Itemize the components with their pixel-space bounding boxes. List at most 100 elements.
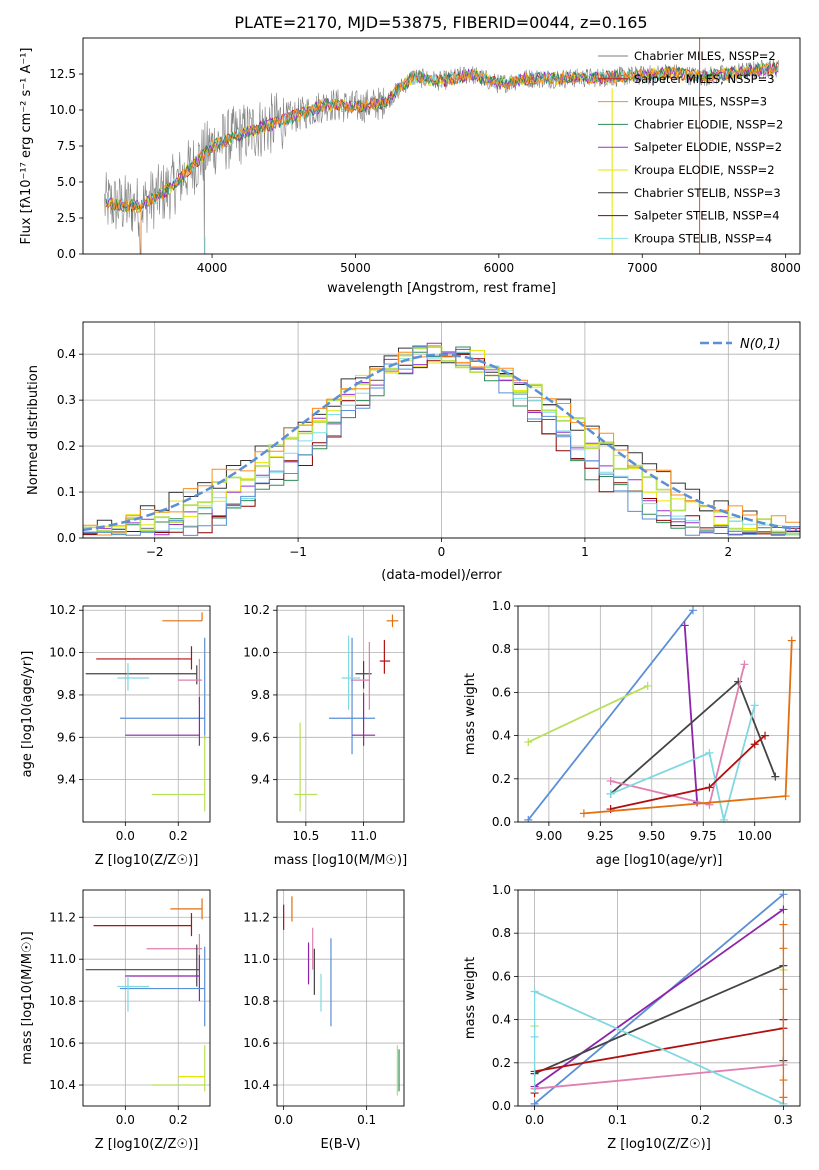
- x-tick-label: 0.0: [116, 829, 135, 843]
- y-tick-label: 0.0: [492, 815, 511, 829]
- errorbars-age_vs_mass: [294, 614, 399, 812]
- weight-line: [534, 1027, 784, 1073]
- weight-marker: [524, 738, 533, 747]
- weight-line: [610, 734, 766, 810]
- x-tick-label: 0.0: [274, 1113, 293, 1127]
- x-tick-label: 0.2: [169, 829, 188, 843]
- x-tick-label: 8000: [770, 261, 801, 275]
- x-tick-label: 9.00: [536, 829, 563, 843]
- x-tick-label: 0.1: [357, 1113, 376, 1127]
- y-tick-label: 0.4: [492, 729, 511, 743]
- legend-entry: Salpeter STELIB, NSSP=4: [634, 209, 780, 223]
- model-spectrum-line: [105, 62, 778, 213]
- legend-entry: Kroupa MILES, NSSP=3: [634, 95, 767, 109]
- x-tick-label: 9.25: [587, 829, 614, 843]
- y-tick-label: 1.0: [492, 599, 511, 613]
- x-tick-label: 0.2: [691, 1113, 710, 1127]
- legend-entry: Chabrier MILES, NSSP=2: [634, 49, 776, 63]
- y-tick-label: 10.6: [49, 1036, 76, 1050]
- y-tick-label: 0.6: [492, 685, 511, 699]
- x-tick-label: 9.50: [638, 829, 665, 843]
- y-tick-label: 2.5: [57, 211, 76, 225]
- y-axis-label: mass weight: [463, 673, 478, 755]
- x-tick-label: 0.2: [169, 1113, 188, 1127]
- y-tick-label: 12.5: [49, 67, 76, 81]
- y-tick-label: 10.8: [49, 994, 76, 1008]
- weight-line: [534, 964, 784, 1075]
- x-axis-label: mass [log10(M/M☉)]: [274, 853, 407, 868]
- y-tick-label: 9.6: [57, 730, 76, 744]
- errorbars-mass_vs_Z: [85, 898, 206, 1092]
- y-tick-label: 0.2: [492, 772, 511, 786]
- errorbars-age_vs_Z: [85, 612, 206, 812]
- y-tick-label: 10.4: [49, 1078, 76, 1092]
- x-tick-label: 0.0: [525, 1113, 544, 1127]
- x-tick-label: 0.1: [608, 1113, 627, 1127]
- y-tick-label: 10.4: [243, 1078, 270, 1092]
- data-spectrum-line: [104, 59, 779, 254]
- weight-marker: [643, 681, 652, 690]
- axes-frame: [82, 889, 211, 1107]
- x-axis-label: Z [log10(Z/Z☉)]: [607, 1137, 711, 1152]
- y-tick-label: 10.0: [243, 646, 270, 660]
- y-tick-label: 0.2: [492, 1056, 511, 1070]
- axes-mass_vs_Z: 0.0 0.2 10.4 10.6 10.8 11.0 11.2: [49, 890, 210, 1127]
- weights-weight_vs_Z: [530, 890, 788, 1106]
- legend-entry: Kroupa STELIB, NSSP=4: [634, 231, 772, 245]
- weight-line: [534, 990, 784, 1105]
- x-tick-label: −1: [289, 545, 307, 559]
- y-axis-label: mass [log10(M/M☉)]: [20, 931, 35, 1064]
- x-axis-label: Z [log10(Z/Z☉)]: [95, 853, 199, 868]
- axes-frame: [276, 605, 405, 823]
- y-tick-label: 0.4: [57, 347, 76, 361]
- errorbars-mass_vs_ebv: [283, 896, 400, 1096]
- x-tick-label: 9.75: [690, 829, 717, 843]
- axes-frame: [517, 889, 801, 1107]
- legend-entry: Chabrier STELIB, NSSP=3: [634, 186, 781, 200]
- y-tick-label: 9.8: [251, 688, 270, 702]
- y-tick-label: 11.0: [49, 952, 76, 966]
- weight-marker: [771, 772, 780, 781]
- y-tick-label: 9.8: [57, 688, 76, 702]
- weights-weight_vs_age: [524, 606, 796, 822]
- weight-marker: [606, 789, 615, 798]
- y-tick-label: 0.0: [57, 531, 76, 545]
- axes-frame: [82, 605, 211, 823]
- y-tick-label: 0.1: [57, 485, 76, 499]
- model-spectrum-line: [106, 61, 778, 213]
- weight-marker: [740, 660, 749, 669]
- y-tick-label: 0.3: [57, 393, 76, 407]
- weight-marker: [688, 606, 697, 615]
- y-axis-label: age [log10(age/yr)]: [20, 651, 35, 778]
- x-axis-label: E(B-V): [320, 1137, 360, 1152]
- y-tick-label: 0.6: [492, 969, 511, 983]
- y-tick-label: 0.0: [492, 1099, 511, 1113]
- weight-marker: [530, 1099, 539, 1106]
- y-tick-label: 11.2: [49, 910, 76, 924]
- x-tick-label: 1: [581, 545, 589, 559]
- weight-line: [527, 609, 694, 821]
- y-tick-label: 10.6: [243, 1036, 270, 1050]
- y-tick-label: 7.5: [57, 139, 76, 153]
- legend-entry: Chabrier ELODIE, NSSP=2: [634, 117, 783, 131]
- y-tick-label: 1.0: [492, 883, 511, 897]
- x-tick-label: 0.0: [116, 1113, 135, 1127]
- y-tick-label: 11.2: [243, 910, 270, 924]
- axes-residuals: −2 −1 0 1 2 0.0 0.1 0.2 0.3 0.4: [57, 322, 800, 559]
- x-tick-label: 0.3: [774, 1113, 793, 1127]
- axes-frame: [82, 37, 801, 255]
- weight-marker: [719, 815, 728, 822]
- y-tick-label: 10.0: [49, 103, 76, 117]
- axes-spectrum: 4000 5000 6000 7000 8000 0.0 2.5 5.0 7.5 10.0 12.5: [49, 67, 801, 275]
- weight-marker: [705, 748, 714, 757]
- weight-line: [534, 908, 784, 1088]
- spectrum-lines: [104, 38, 779, 254]
- x-tick-label: 10.00: [738, 829, 772, 843]
- x-axis-label: wavelength [Angstrom, rest frame]: [327, 281, 556, 296]
- axes-mass_vs_ebv: 0.0 0.1 10.4 10.6 10.8 11.0 11.2: [243, 890, 404, 1127]
- y-axis-label: Normed distribution: [26, 365, 41, 495]
- x-tick-label: 11.0: [350, 829, 377, 843]
- x-tick-label: 4000: [197, 261, 228, 275]
- y-axis-label: Flux [fλ10⁻¹⁷ erg cm⁻² s⁻¹ A⁻¹]: [19, 48, 34, 245]
- axes-age_vs_Z: 0.0 0.2 9.4 9.6 9.8 10.0 10.2: [49, 603, 210, 843]
